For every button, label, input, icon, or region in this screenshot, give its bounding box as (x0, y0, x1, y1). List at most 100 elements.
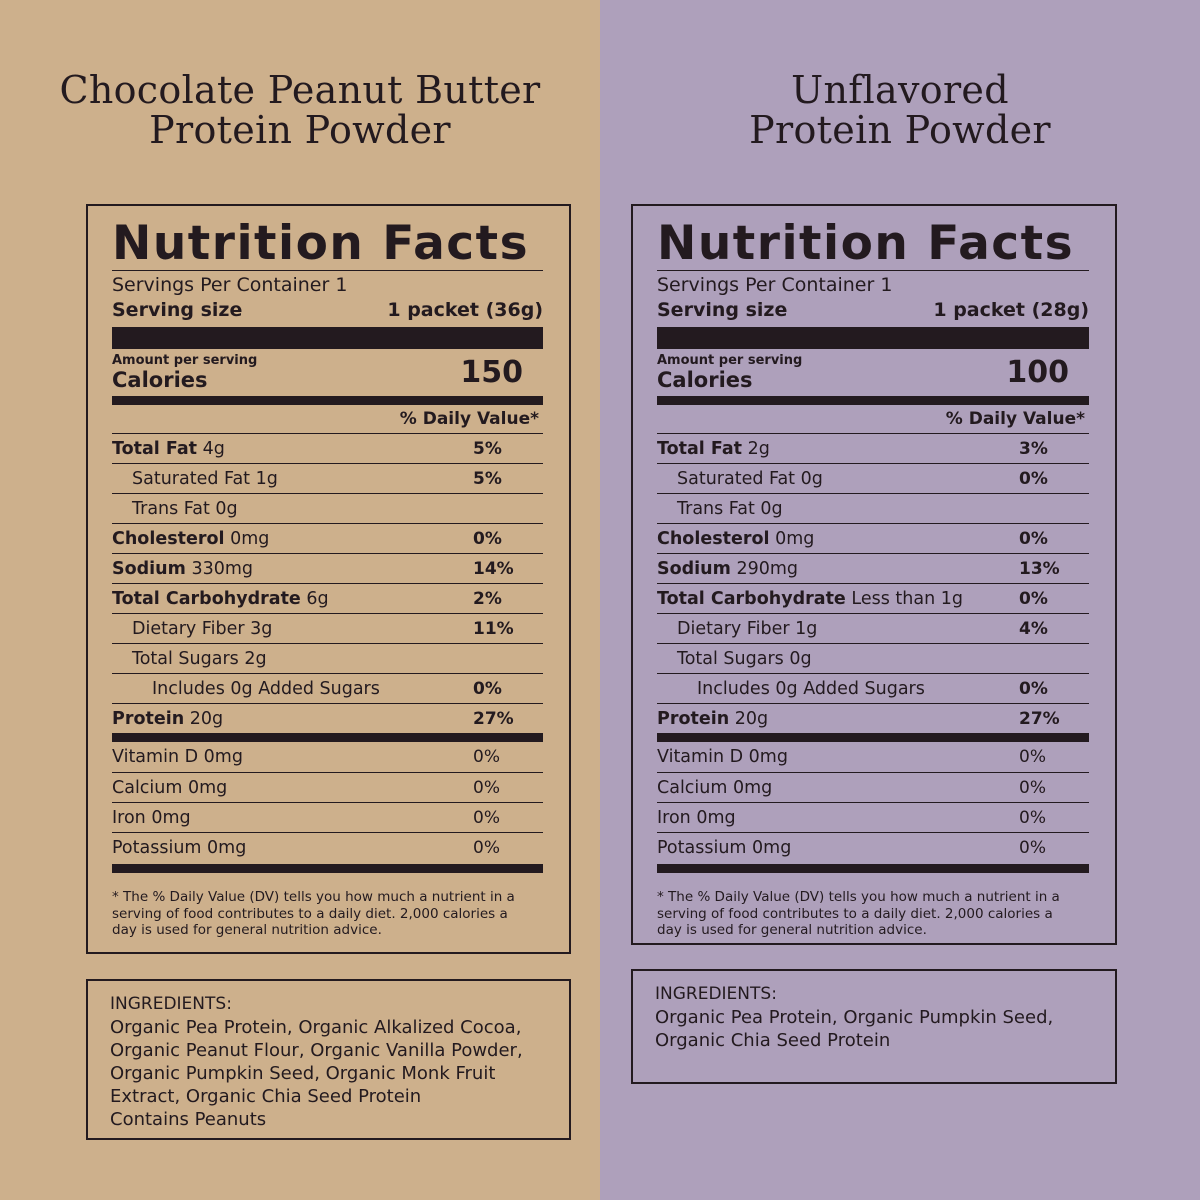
vitamin-name: Iron 0mg (112, 807, 191, 828)
ingredients-label: INGREDIENTS: (655, 984, 777, 1004)
ingredients-line: Organic Pumpkin Seed, Organic Monk Fruit (110, 1063, 496, 1084)
nutrient-daily-value: 14% (473, 558, 514, 579)
vitamin-daily-value: 0% (1019, 777, 1046, 798)
nutrient-name: Sodium 330mg (112, 559, 253, 579)
nutrient-label: Total Fat (657, 438, 743, 459)
nutrient-label: Includes 0g Added Sugars (697, 678, 925, 699)
nutrient-label: Trans Fat 0g (677, 498, 783, 519)
nutrient-name: Protein 20g (657, 709, 768, 729)
product-title-line2: Protein Powder (749, 108, 1051, 152)
ingredients-line: Organic Chia Seed Protein (655, 1030, 891, 1051)
product-title: Chocolate Peanut Butter Protein Powder (0, 70, 600, 150)
nutrient-daily-value: 0% (1019, 528, 1048, 549)
nutrient-daily-value: 5% (473, 468, 502, 489)
nutrient-name: Trans Fat 0g (657, 499, 783, 519)
nutrient-row: Protein 20g 27% (112, 703, 543, 733)
nutrient-amount: 20g (189, 708, 224, 729)
nutrient-amount: 2g (747, 438, 770, 459)
nutrient-name: Saturated Fat 0g (657, 469, 823, 489)
nutrition-facts-title: Nutrition Facts (657, 216, 1075, 271)
nutrient-label: Saturated Fat 0g (677, 468, 823, 489)
nutrient-label: Dietary Fiber 1g (677, 618, 818, 639)
nutrient-name: Total Fat 2g (657, 439, 770, 459)
vitamin-daily-value: 0% (473, 837, 500, 858)
daily-value-footnote: * The % Daily Value (DV) tells you how m… (112, 889, 515, 938)
nutrient-label: Total Sugars 2g (132, 648, 267, 669)
bottom-divider (657, 864, 1089, 873)
nutrient-row: Total Sugars 2g (112, 643, 543, 673)
bottom-divider (112, 864, 543, 873)
nutrient-label: Total Fat (112, 438, 198, 459)
nutrient-daily-value: 27% (473, 708, 514, 729)
ingredients-line: Extract, Organic Chia Seed Protein (110, 1086, 422, 1107)
nutrient-amount: 4g (202, 438, 225, 459)
nutrient-name: Total Carbohydrate 6g (112, 589, 329, 609)
ingredients-body: INGREDIENTS: Organic Pea Protein, Organic… (655, 983, 1095, 1052)
nutrient-label: Sodium (657, 558, 731, 579)
vitamin-divider (112, 733, 543, 742)
nutrient-row: Sodium 290mg 13% (657, 553, 1089, 583)
nutrient-row: Protein 20g 27% (657, 703, 1089, 733)
nutrient-name: Saturated Fat 1g (112, 469, 278, 489)
nutrient-label: Saturated Fat 1g (132, 468, 278, 489)
vitamin-daily-value: 0% (473, 747, 500, 767)
nutrient-daily-value: 0% (473, 528, 502, 549)
nutrient-daily-value: 0% (1019, 588, 1048, 609)
product-title: Unflavored Protein Powder (600, 70, 1200, 150)
servings-per-container: Servings Per Container 1 (112, 270, 543, 297)
nutrient-label: Total Sugars 0g (677, 648, 812, 669)
vitamin-row: Iron 0mg 0% (112, 802, 543, 832)
serving-size-label: Serving size (657, 299, 788, 321)
vitamin-row: Potassium 0mg 0% (112, 832, 543, 862)
serving-size-value: 1 packet (36g) (387, 299, 543, 321)
calories-value: 100 (1006, 355, 1069, 390)
nutrient-row: Total Carbohydrate 6g 2% (112, 583, 543, 613)
vitamin-name: Vitamin D 0mg (657, 747, 788, 767)
nutrient-name: Protein 20g (112, 709, 223, 729)
nutrient-label: Includes 0g Added Sugars (152, 678, 380, 699)
nutrient-label: Protein (657, 708, 730, 729)
vitamin-row: Potassium 0mg 0% (657, 832, 1089, 862)
nutrient-name: Trans Fat 0g (112, 499, 238, 519)
calories-row: Calories 100 (657, 358, 1089, 393)
nutrient-name: Sodium 290mg (657, 559, 798, 579)
daily-value-header: % Daily Value* (945, 409, 1085, 429)
ingredients-line: Organic Pea Protein, Organic Alkalized C… (110, 1017, 522, 1038)
nutrient-daily-value: 0% (1019, 678, 1048, 699)
nutrient-daily-value: 4% (1019, 618, 1048, 639)
chocolate-column: Chocolate Peanut Butter Protein Powder N… (0, 0, 600, 1200)
ingredients-line: Contains Peanuts (110, 1109, 267, 1130)
nutrient-row: Dietary Fiber 1g 4% (657, 613, 1089, 643)
nutrient-name: Cholesterol 0mg (657, 529, 814, 549)
product-title-line1: Unflavored (791, 68, 1009, 112)
nutrient-label: Trans Fat 0g (132, 498, 238, 519)
nutrient-daily-value: 3% (1019, 438, 1048, 459)
nutrient-row: Dietary Fiber 3g 11% (112, 613, 543, 643)
medium-divider (657, 396, 1089, 405)
vitamin-name: Vitamin D 0mg (112, 747, 243, 767)
vitamin-row: Iron 0mg 0% (657, 802, 1089, 832)
nutrient-row: Total Carbohydrate Less than 1g 0% (657, 583, 1089, 613)
ingredients-panel: INGREDIENTS: Organic Pea Protein, Organic… (86, 979, 571, 1140)
vitamin-name: Calcium 0mg (112, 777, 228, 798)
nutrient-label: Dietary Fiber 3g (132, 618, 273, 639)
nutrient-name: Cholesterol 0mg (112, 529, 269, 549)
nutrient-amount: Less than 1g (851, 588, 963, 609)
nutrient-label: Sodium (112, 558, 186, 579)
serving-size-value: 1 packet (28g) (933, 299, 1089, 321)
product-title-line2: Protein Powder (149, 108, 451, 152)
vitamin-divider (657, 733, 1089, 742)
ingredients-line: Organic Peanut Flour, Organic Vanilla Po… (110, 1040, 523, 1061)
nutrient-daily-value: 0% (1019, 468, 1048, 489)
vitamin-name: Calcium 0mg (657, 777, 773, 798)
nutrient-label: Cholesterol (112, 528, 225, 549)
nutrient-row: Cholesterol 0mg 0% (657, 523, 1089, 553)
unflavored-column: Unflavored Protein Powder Nutrition Fact… (600, 0, 1200, 1200)
nutrient-name: Total Fat 4g (112, 439, 225, 459)
nutrient-name: Total Sugars 0g (657, 649, 812, 669)
